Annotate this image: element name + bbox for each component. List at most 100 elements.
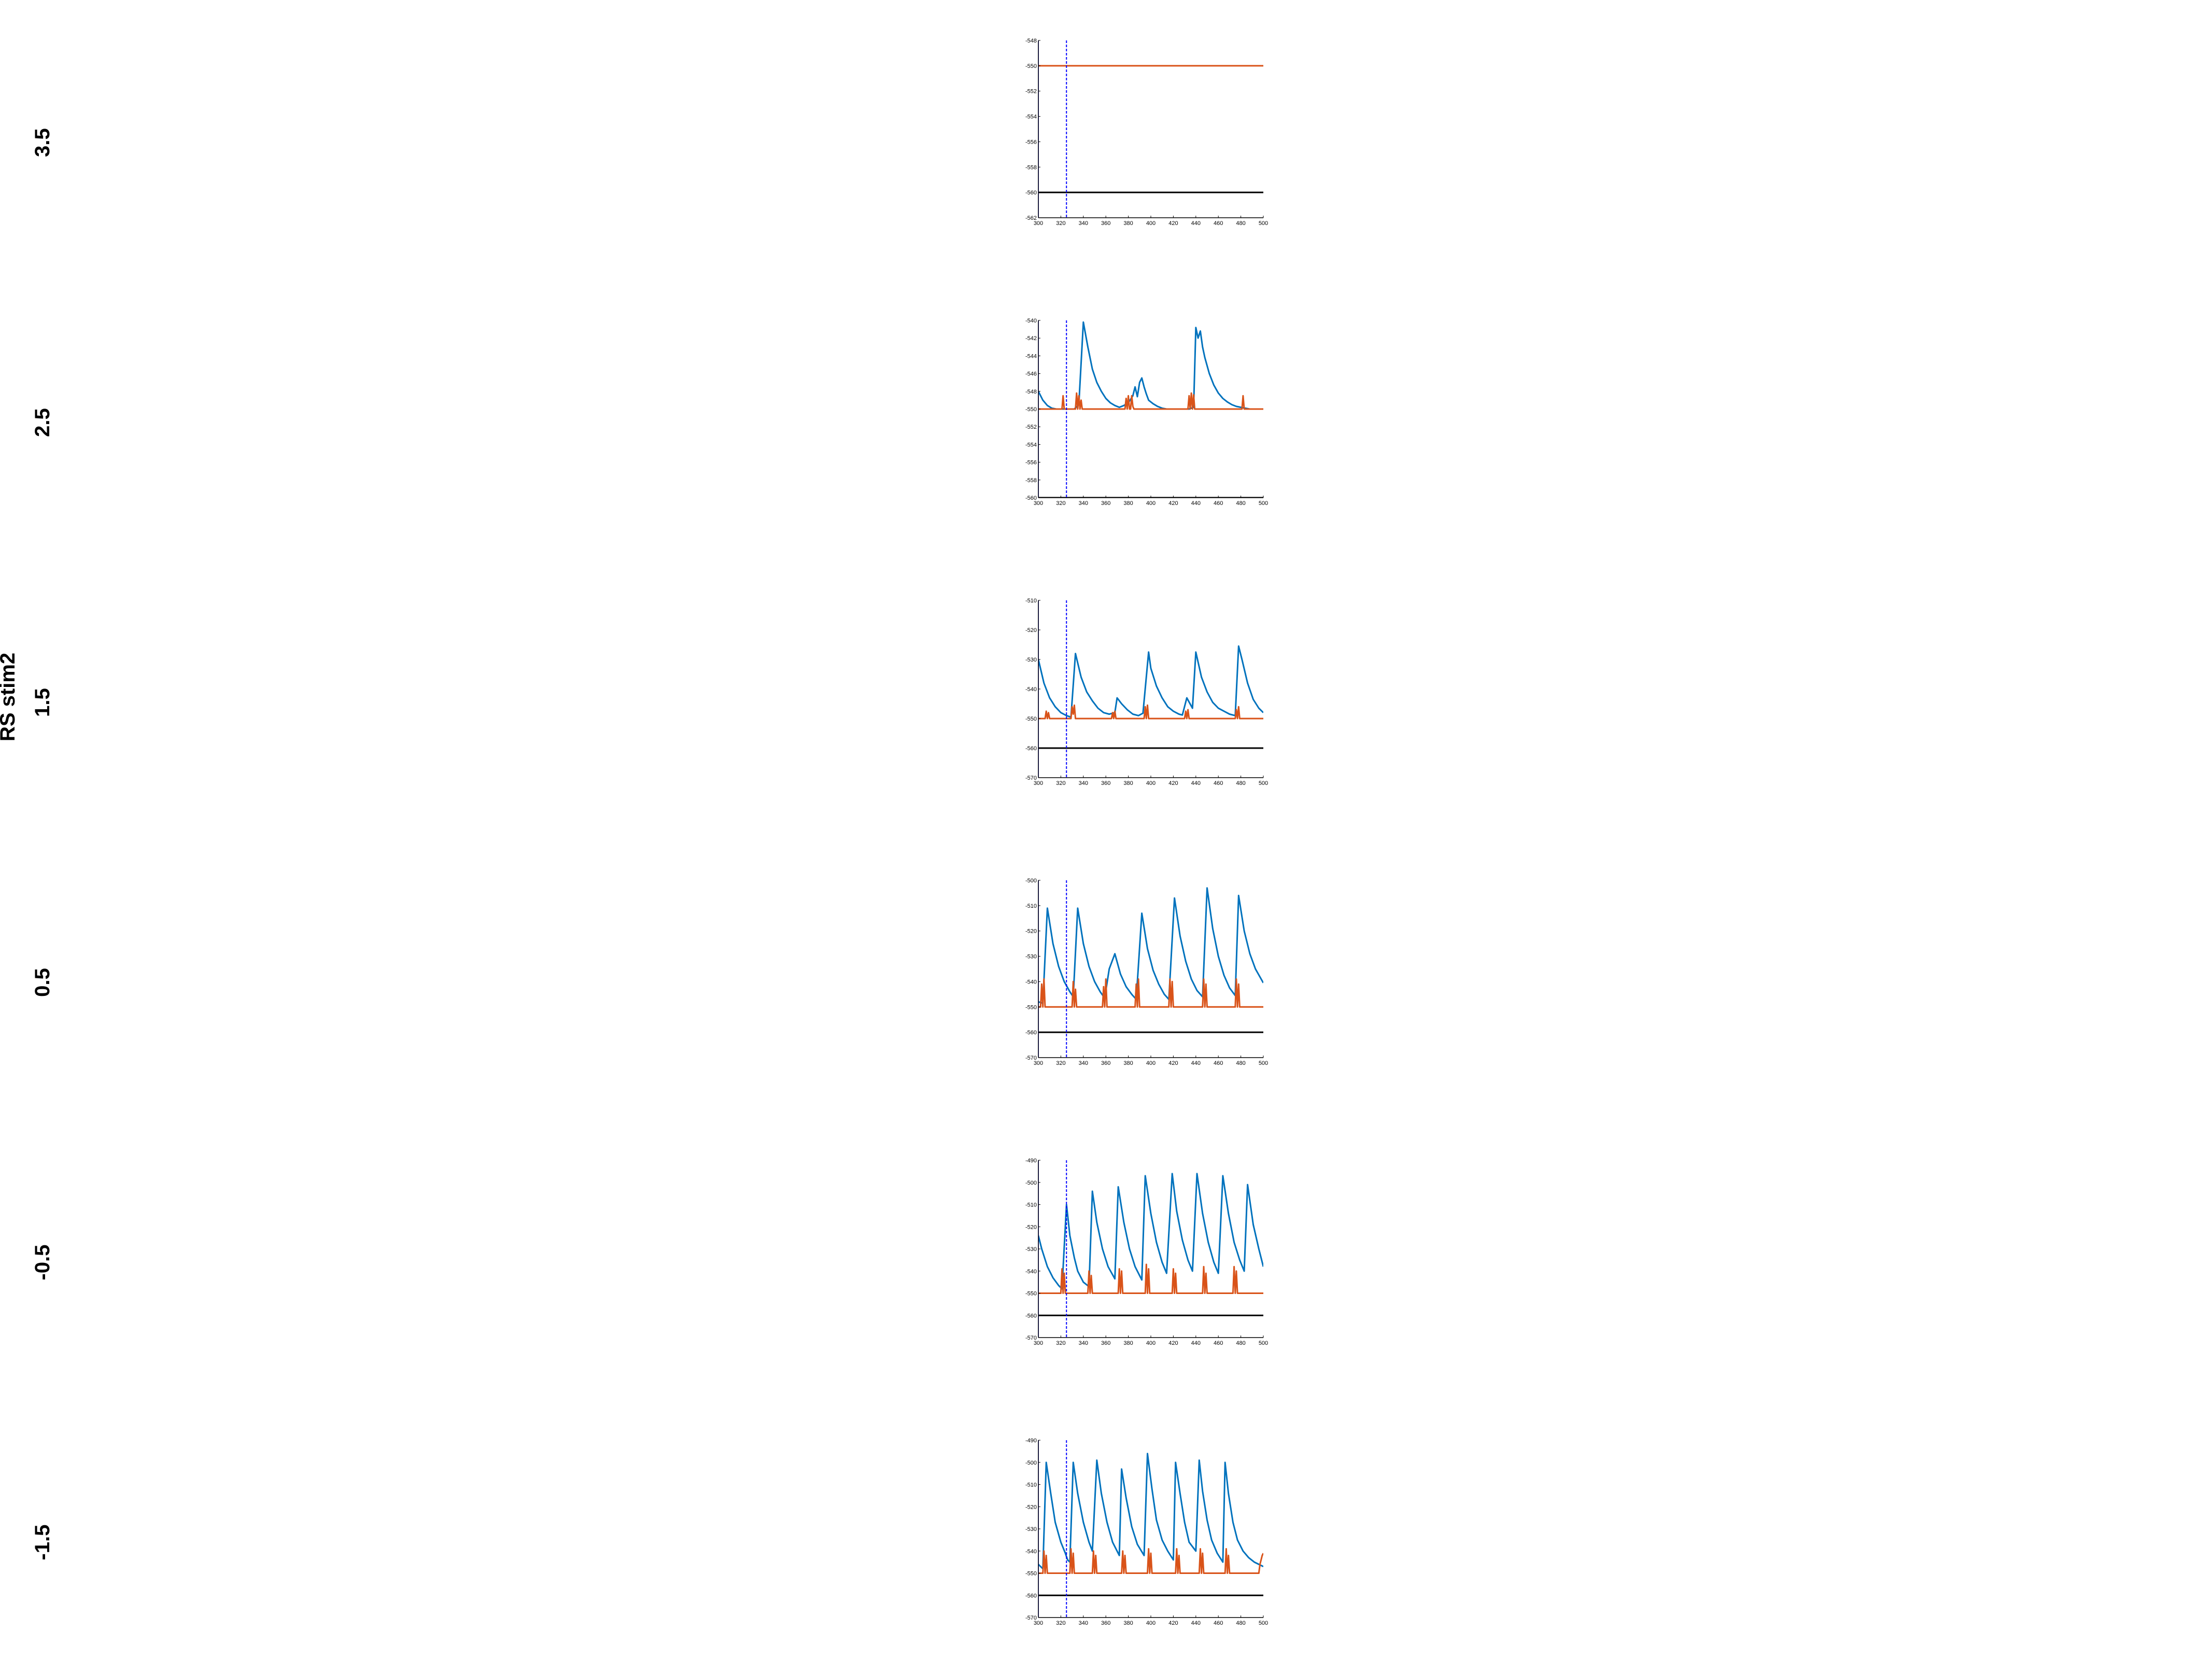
x-tick-label: 300 (1034, 1060, 1043, 1066)
y-tick-label: -550 (1025, 1004, 1037, 1010)
subplot-1: 300 320 340 360 380 400 420 440 460 480 500 -562 -56… (1025, 38, 1268, 227)
y-tick-label: -560 (1025, 1313, 1037, 1319)
x-tick-label: 320 (1056, 1620, 1065, 1626)
y-tick-label: -500 (1025, 878, 1037, 884)
y-tick-label: -570 (1025, 1615, 1037, 1621)
x-tick-label: 400 (1146, 1620, 1156, 1626)
subplot-4: 300 320 340 360 380 400 420 440 460 480 500 -570 -56… (1025, 878, 1268, 1066)
series-orange-line (1038, 1548, 1263, 1574)
x-tick-label: 480 (1236, 1060, 1245, 1066)
series-orange-line (1038, 704, 1263, 720)
x-tick-label: 340 (1079, 780, 1088, 786)
subplot-3: 300 320 340 360 380 400 420 440 460 480 500 -570 -56… (1025, 598, 1268, 786)
x-tick-label: 420 (1168, 1340, 1178, 1346)
y-tick-label: -500 (1025, 1460, 1037, 1466)
x-tick-label: 420 (1168, 1060, 1178, 1066)
x-tick-label: 440 (1191, 780, 1201, 786)
x-tick-label: 400 (1146, 1340, 1156, 1346)
y-tick-label: -540 (1025, 1269, 1037, 1275)
row-label-4: 0.5 (31, 968, 54, 997)
series-blue-line (1038, 1453, 1263, 1570)
x-tick-label: 320 (1056, 1340, 1065, 1346)
y-tick-label: -530 (1025, 1246, 1037, 1253)
y-tick-label: -570 (1025, 1335, 1037, 1341)
x-tick-label: 300 (1034, 780, 1043, 786)
y-tick-label: -542 (1025, 335, 1037, 342)
series-blue-line (1038, 321, 1263, 410)
y-tick-label: -510 (1025, 903, 1037, 909)
figure-ylabel: RS stim2 (0, 652, 19, 741)
x-tick-label: 400 (1146, 500, 1156, 507)
x-tick-label: 360 (1101, 1620, 1110, 1626)
y-tick-label: -490 (1025, 1158, 1037, 1164)
x-tick-label: 500 (1259, 780, 1268, 786)
y-tick-label: -552 (1025, 424, 1037, 430)
y-tick-label: -540 (1025, 686, 1037, 693)
y-tick-label: -560 (1025, 746, 1037, 752)
y-tick-label: -550 (1025, 716, 1037, 722)
y-tick-label: -540 (1025, 979, 1037, 985)
x-tick-label: 300 (1034, 1340, 1043, 1346)
plot-area (1038, 1440, 1263, 1618)
x-tick-label: 500 (1259, 1340, 1268, 1346)
x-tick-label: 300 (1034, 1620, 1043, 1626)
y-tick-label: -510 (1025, 1202, 1037, 1208)
x-tick-label: 400 (1146, 220, 1156, 227)
y-tick-label: -556 (1025, 460, 1037, 466)
y-tick-label: -548 (1025, 38, 1037, 44)
y-tick-label: -560 (1025, 1030, 1037, 1036)
x-tick-label: 500 (1259, 1060, 1268, 1066)
x-tick-label: 320 (1056, 780, 1065, 786)
x-tick-label: 380 (1123, 1620, 1133, 1626)
x-tick-label: 500 (1259, 500, 1268, 507)
y-tick-label: -544 (1025, 353, 1037, 359)
x-tick-label: 380 (1123, 1060, 1133, 1066)
y-tick-label: -520 (1025, 1504, 1037, 1510)
x-tick-label: 380 (1123, 500, 1133, 507)
row-label-6: -1.5 (31, 1524, 54, 1560)
subplot-2: 300 320 340 360 380 400 420 440 460 480 500 -560 -55… (1025, 318, 1268, 507)
x-tick-label: 380 (1123, 1340, 1133, 1346)
series-blue-line (1038, 887, 1263, 1004)
y-tick-label: -560 (1025, 495, 1037, 501)
y-tick-label: -520 (1025, 627, 1037, 634)
x-tick-label: 440 (1191, 1060, 1201, 1066)
x-tick-label: 480 (1236, 220, 1245, 227)
x-tick-label: 340 (1079, 500, 1088, 507)
x-tick-label: 420 (1168, 220, 1178, 227)
series-blue-line (1038, 1173, 1263, 1290)
x-tick-label: 340 (1079, 220, 1088, 227)
x-tick-label: 480 (1236, 500, 1245, 507)
x-tick-label: 400 (1146, 1060, 1156, 1066)
series-orange-line (1038, 1263, 1263, 1294)
y-tick-label: -552 (1025, 89, 1037, 95)
y-tick-label: -530 (1025, 954, 1037, 960)
y-tick-label: -558 (1025, 164, 1037, 171)
y-tick-label: -554 (1025, 114, 1037, 120)
row-label-3: 1.5 (31, 688, 54, 717)
series-orange-line (1038, 978, 1263, 1008)
x-tick-label: 500 (1259, 220, 1268, 227)
x-tick-label: 340 (1079, 1340, 1088, 1346)
x-tick-label: 480 (1236, 1340, 1245, 1346)
x-tick-label: 360 (1101, 1060, 1110, 1066)
plot-area (1038, 600, 1263, 778)
plot-area (1038, 880, 1263, 1058)
x-tick-label: 340 (1079, 1620, 1088, 1626)
x-tick-label: 420 (1168, 1620, 1178, 1626)
subplot-6: 300 320 340 360 380 400 420 440 460 480 500 -570 -56… (1025, 1438, 1268, 1626)
y-tick-label: -540 (1025, 318, 1037, 324)
y-tick-label: -562 (1025, 215, 1037, 221)
plot-area (1038, 1160, 1263, 1338)
y-tick-label: -554 (1025, 442, 1037, 448)
x-tick-label: 300 (1034, 220, 1043, 227)
plot-area (1038, 40, 1263, 218)
x-tick-label: 320 (1056, 500, 1065, 507)
y-tick-label: -560 (1025, 1593, 1037, 1599)
x-tick-label: 480 (1236, 780, 1245, 786)
series-orange-line (1038, 392, 1263, 410)
x-tick-label: 400 (1146, 780, 1156, 786)
x-tick-label: 460 (1214, 220, 1223, 227)
x-tick-label: 460 (1214, 1620, 1223, 1626)
